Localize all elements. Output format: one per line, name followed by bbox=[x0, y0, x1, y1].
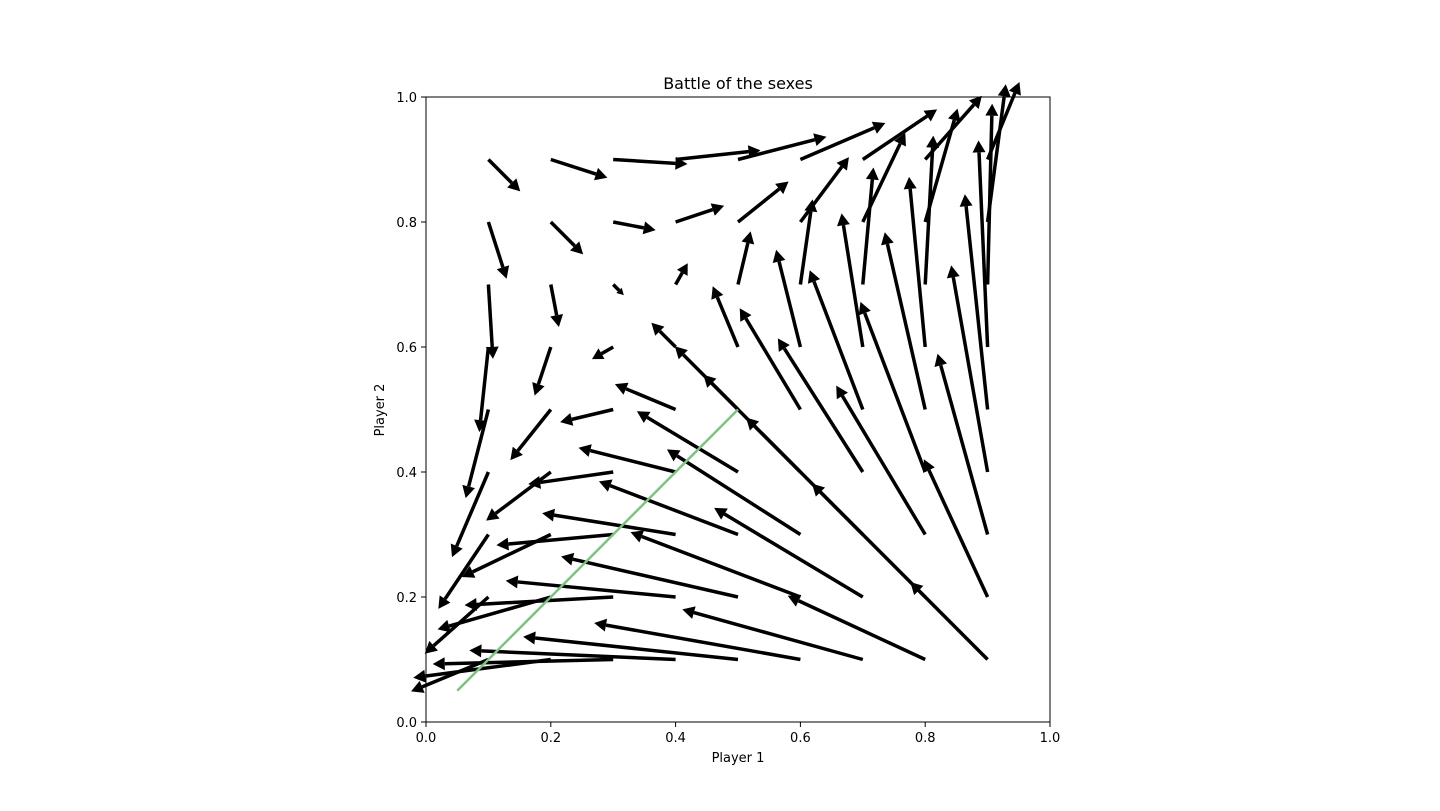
field-arrow bbox=[923, 108, 961, 223]
field-arrow bbox=[432, 657, 614, 671]
field-arrow bbox=[777, 338, 865, 473]
field-arrow bbox=[811, 483, 927, 599]
field-arrow bbox=[807, 270, 865, 411]
field-arrow bbox=[594, 618, 801, 662]
field-arrow bbox=[674, 263, 688, 286]
field-arrow bbox=[985, 84, 1011, 223]
field-arrow bbox=[861, 109, 938, 161]
field-arrow bbox=[858, 301, 927, 473]
field-arrow bbox=[505, 575, 676, 599]
field-arrow bbox=[946, 265, 990, 473]
field-arrow bbox=[485, 284, 499, 359]
field-arrow bbox=[496, 532, 614, 551]
field-arrow bbox=[798, 157, 849, 224]
field-arrow bbox=[682, 606, 864, 662]
field-arrow bbox=[910, 582, 989, 661]
field-arrow bbox=[739, 308, 802, 411]
y-tick-label: 0.0 bbox=[396, 716, 417, 731]
field-arrow bbox=[474, 346, 491, 433]
field-arrow bbox=[972, 140, 990, 348]
field-arrow bbox=[799, 121, 886, 162]
x-tick-label: 0.6 bbox=[790, 731, 811, 746]
field-arrow bbox=[549, 284, 564, 328]
field-arrow bbox=[549, 220, 584, 255]
field-arrow bbox=[714, 507, 864, 599]
field-arrow bbox=[651, 322, 677, 349]
field-arrow bbox=[578, 444, 677, 474]
field-arrow bbox=[630, 530, 802, 599]
field-arrow bbox=[542, 508, 676, 537]
field-arrow bbox=[464, 595, 614, 611]
x-axis-label: Player 1 bbox=[712, 751, 765, 766]
x-tick-label: 1.0 bbox=[1040, 731, 1061, 746]
field-arrow bbox=[611, 283, 624, 296]
field-arrow bbox=[438, 533, 490, 609]
field-arrow bbox=[591, 345, 615, 360]
x-axis-ticks: 0.0 0.2 0.4 0.6 0.8 1.0 bbox=[416, 722, 1061, 746]
field-arrow bbox=[837, 213, 865, 348]
field-arrow bbox=[598, 479, 739, 537]
y-tick-label: 0.8 bbox=[396, 216, 417, 231]
field-arrow bbox=[486, 221, 510, 279]
field-arrow bbox=[959, 194, 990, 410]
field-arrow bbox=[550, 157, 608, 181]
field-arrow bbox=[737, 133, 827, 162]
field-arrow bbox=[711, 286, 740, 348]
field-arrow bbox=[903, 176, 927, 348]
field-arrow bbox=[934, 353, 990, 535]
chart-title: Battle of the sexes bbox=[663, 74, 813, 93]
field-arrow bbox=[560, 407, 614, 426]
field-arrow bbox=[523, 631, 739, 662]
field-arrow bbox=[486, 470, 552, 521]
field-arrow bbox=[487, 158, 521, 192]
x-tick-label: 0.0 bbox=[416, 731, 437, 746]
y-tick-label: 1.0 bbox=[396, 91, 417, 106]
y-tick-label: 0.6 bbox=[396, 341, 417, 356]
x-tick-label: 0.2 bbox=[540, 731, 561, 746]
field-arrow bbox=[675, 203, 725, 224]
field-arrow bbox=[636, 411, 739, 474]
field-arrow bbox=[469, 644, 676, 662]
field-arrow bbox=[985, 82, 1021, 161]
x-tick-label: 0.4 bbox=[665, 731, 686, 746]
field-arrow bbox=[836, 385, 927, 536]
field-arrow bbox=[787, 594, 926, 662]
y-axis-ticks: 0.0 0.2 0.4 0.6 0.8 1.0 bbox=[396, 91, 426, 731]
plot-frame bbox=[425, 96, 1051, 723]
field-arrow bbox=[614, 382, 677, 412]
field-arrow bbox=[510, 408, 553, 461]
field-arrow bbox=[923, 95, 982, 161]
trajectory-line bbox=[456, 408, 739, 692]
field-arrow bbox=[528, 470, 614, 489]
field-arrow bbox=[736, 181, 789, 224]
field-arrow bbox=[881, 232, 927, 410]
field-arrow bbox=[666, 449, 802, 536]
field-arrow bbox=[532, 346, 553, 396]
field-arrow bbox=[736, 231, 755, 285]
field-arrow bbox=[861, 132, 906, 223]
field-arrow bbox=[923, 459, 990, 598]
field-arrow bbox=[612, 220, 656, 235]
y-axis-label: Player 2 bbox=[373, 384, 388, 437]
field-arrow bbox=[861, 167, 879, 285]
field-arrow bbox=[450, 471, 491, 558]
field-arrow bbox=[561, 552, 739, 599]
y-tick-label: 0.4 bbox=[396, 466, 417, 481]
x-tick-label: 0.8 bbox=[915, 731, 936, 746]
arrow-layer bbox=[411, 82, 1021, 693]
y-tick-label: 0.2 bbox=[396, 591, 417, 606]
field-arrow bbox=[772, 249, 803, 348]
